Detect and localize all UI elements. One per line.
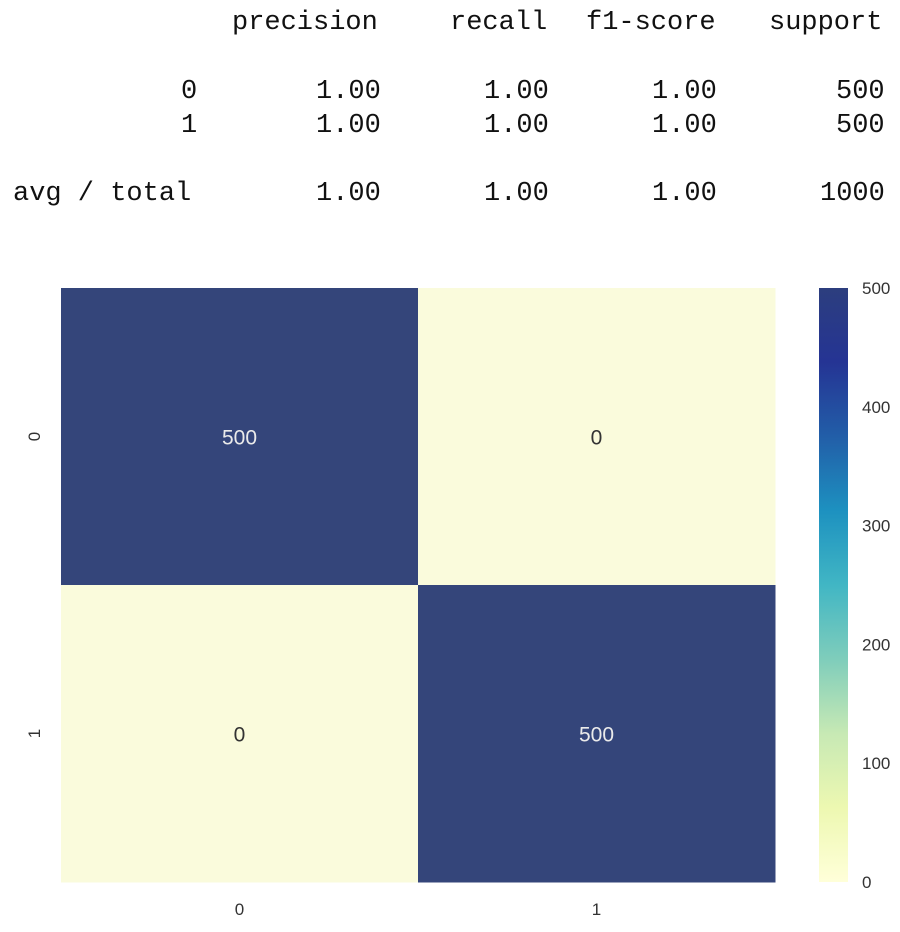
colorbar-tick-label: 400 [862,398,890,417]
heatmap-cell [418,585,776,883]
colorbar-tick-label: 300 [862,517,890,536]
report-row-support: 500 [836,77,885,107]
report-row-recall: 1.00 [484,77,549,107]
y-tick-labels: 01 [25,432,44,738]
colorbar [819,288,848,882]
y-tick-label: 0 [25,432,44,441]
heatmap-cell-annotation: 500 [579,724,614,747]
report-header-precision: precision [232,8,378,38]
report-row-label: 0 [181,77,198,107]
colorbar-tick-label: 0 [862,873,871,892]
colorbar-tick-label: 500 [862,279,890,298]
heatmap-cell-annotation: 0 [591,427,603,450]
report-total-precision: 1.00 [316,179,381,209]
report-header-f1-score: f1-score [586,8,716,38]
heatmap-annotations: 500 0 0 500 [222,427,614,747]
report-header-support: support [769,8,883,38]
x-tick-label: 0 [235,900,244,919]
report-row-label: 1 [181,111,198,141]
report-total-f1-score: 1.00 [652,179,717,209]
report-row-f1-score: 1.00 [652,111,717,141]
y-tick-label: 1 [25,729,44,738]
report-row-precision: 1.00 [316,77,381,107]
report-total-recall: 1.00 [484,179,549,209]
report-row-support: 500 [836,111,885,141]
heatmap-cell-annotation: 500 [222,427,257,450]
report-total-support: 1000 [820,179,885,209]
heatmap-cell-annotation: 0 [234,724,246,747]
colorbar-tick-label: 200 [862,635,890,654]
colorbar-tick-label: 100 [862,754,890,773]
heatmap-cells [61,288,776,883]
heatmap-cell [61,585,419,883]
heatmap-cell [418,288,776,586]
x-tick-label: 1 [592,900,601,919]
report-row-f1-score: 1.00 [652,77,717,107]
heatmap-cell [61,288,419,586]
classification-report: precision recall f1-score support 0 1.00… [0,0,900,240]
report-row-precision: 1.00 [316,111,381,141]
report-row-recall: 1.00 [484,111,549,141]
report-total-label: avg / total [13,179,192,209]
report-header-recall: recall [450,8,548,38]
colorbar-tick-labels: 0 100 200 300 400 500 [862,279,890,892]
